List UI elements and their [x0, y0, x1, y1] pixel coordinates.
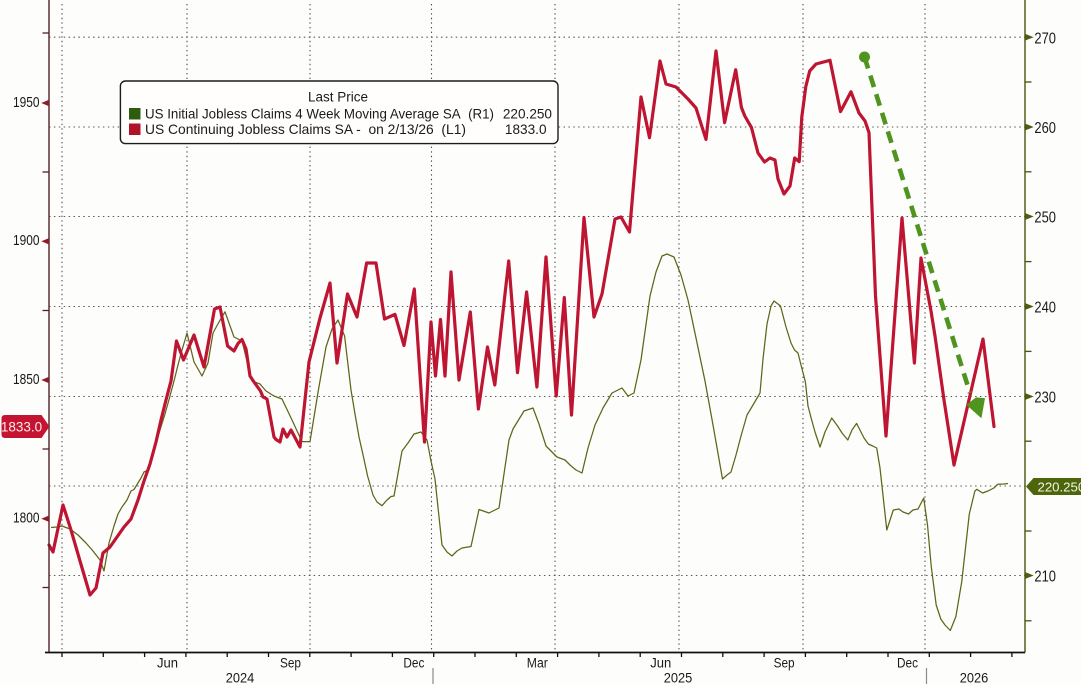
svg-text:US Continuing Jobless Claims S: US Continuing Jobless Claims SA - on 2/1…	[145, 122, 466, 137]
svg-text:1833.0: 1833.0	[1, 420, 42, 435]
svg-text:Dec: Dec	[897, 655, 918, 670]
svg-text:Mar: Mar	[527, 655, 548, 670]
svg-text:1900: 1900	[13, 233, 40, 249]
svg-text:220.250: 220.250	[503, 107, 553, 122]
svg-text:230: 230	[1034, 390, 1056, 407]
svg-text:210: 210	[1034, 569, 1056, 586]
svg-text:2024: 2024	[226, 671, 255, 684]
svg-text:Last Price: Last Price	[308, 90, 368, 105]
svg-text:Jun: Jun	[157, 655, 178, 670]
svg-text:2025: 2025	[664, 671, 693, 684]
svg-text:US Initial Jobless Claims 4 We: US Initial Jobless Claims 4 Week Moving …	[145, 107, 494, 122]
svg-text:1800: 1800	[13, 511, 40, 527]
svg-text:240: 240	[1034, 300, 1056, 317]
svg-text:1850: 1850	[13, 372, 40, 388]
svg-text:1833.0: 1833.0	[505, 122, 547, 137]
svg-text:1950: 1950	[13, 95, 40, 111]
svg-text:Dec: Dec	[403, 655, 424, 670]
svg-text:Sep: Sep	[774, 655, 795, 670]
svg-text:2026: 2026	[960, 671, 989, 684]
svg-text:220.250: 220.250	[1038, 479, 1081, 494]
svg-text:Jun: Jun	[650, 655, 671, 670]
svg-text:250: 250	[1034, 210, 1056, 227]
svg-text:260: 260	[1034, 120, 1056, 137]
svg-text:270: 270	[1034, 30, 1056, 47]
svg-text:Sep: Sep	[280, 655, 301, 670]
